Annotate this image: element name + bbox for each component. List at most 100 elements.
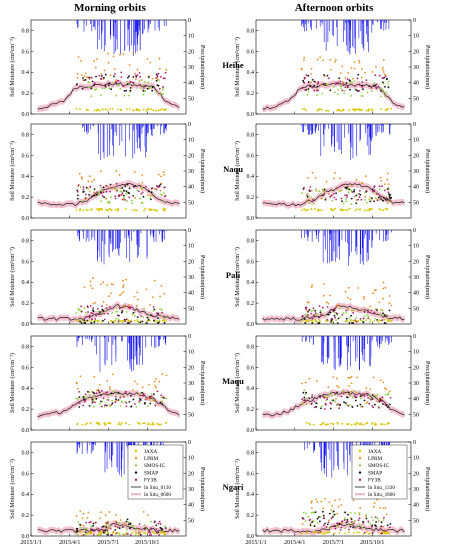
precip-tick-label: 0 <box>413 18 416 24</box>
point-smap <box>381 199 384 202</box>
point-smap <box>309 85 311 88</box>
point-lprm <box>339 177 341 180</box>
point-fy3b <box>361 85 363 88</box>
point-fy3b <box>339 80 342 83</box>
point-smap <box>313 84 315 87</box>
point-lprm <box>358 513 361 516</box>
point-jaxa <box>369 318 372 321</box>
point-smap <box>76 529 78 532</box>
point-smap <box>389 523 392 525</box>
ytick-label: 0.0 <box>22 216 30 222</box>
point-smos-ic <box>344 517 346 519</box>
point-lprm <box>106 185 109 188</box>
point-fy3b <box>353 394 356 397</box>
point-smos-ic <box>140 87 143 90</box>
point-fy3b <box>157 522 160 525</box>
point-lprm <box>153 187 156 190</box>
precip-tick-label: 0 <box>413 228 416 234</box>
point-smos-ic <box>150 520 152 523</box>
point-jaxa <box>381 423 384 425</box>
point-fy3b <box>105 391 108 394</box>
point-smap <box>125 190 128 193</box>
point-lprm <box>390 304 393 307</box>
point-lprm <box>339 304 342 307</box>
point-smap <box>95 193 98 196</box>
point-smap <box>144 85 147 87</box>
point-jaxa <box>106 209 108 211</box>
point-smos-ic <box>111 81 114 84</box>
point-smos-ic <box>360 523 363 526</box>
point-fy3b <box>304 89 307 91</box>
precip-tick-label: 10 <box>188 456 194 462</box>
point-smos-ic <box>120 400 123 403</box>
point-smap <box>147 190 150 193</box>
point-jaxa <box>352 319 355 322</box>
point-lprm <box>373 505 375 508</box>
point-jaxa <box>370 108 373 111</box>
point-fy3b <box>131 81 134 84</box>
point-fy3b <box>110 403 113 406</box>
point-smos-ic <box>161 308 163 311</box>
point-jaxa <box>355 108 358 111</box>
ytick-label: 0.4 <box>247 386 255 392</box>
point-smos-ic <box>337 93 339 95</box>
point-jaxa <box>355 421 358 424</box>
legend-label: JAXA <box>144 449 158 455</box>
precip-tick-label: 30 <box>413 169 419 175</box>
point-fy3b <box>329 401 332 404</box>
point-fy3b <box>158 185 161 188</box>
point-lprm <box>79 510 82 512</box>
point-fy3b <box>367 317 370 320</box>
point-lprm <box>151 296 154 298</box>
point-fy3b <box>341 184 344 186</box>
point-smos-ic <box>312 309 314 312</box>
point-smos-ic <box>332 86 335 88</box>
point-smos-ic <box>302 511 305 514</box>
point-fy3b <box>365 189 368 192</box>
point-jaxa <box>321 109 323 111</box>
point-jaxa <box>353 109 356 112</box>
point-lprm <box>327 386 330 389</box>
point-lprm <box>142 511 145 513</box>
point-fy3b <box>155 528 158 531</box>
precip-tick-label: 50 <box>188 518 194 524</box>
point-lprm <box>122 284 125 287</box>
point-smos-ic <box>108 201 111 204</box>
point-fy3b <box>137 190 140 193</box>
point-lprm <box>108 386 111 389</box>
point-smos-ic <box>134 528 137 531</box>
point-lprm <box>136 383 139 385</box>
point-fy3b <box>155 77 158 79</box>
point-smos-ic <box>162 93 165 96</box>
point-fy3b <box>158 520 161 523</box>
point-fy3b <box>324 408 326 410</box>
point-lprm <box>111 373 114 376</box>
point-smap <box>113 75 115 78</box>
point-lprm <box>363 297 365 300</box>
point-jaxa <box>103 423 106 426</box>
ytick-label: 0.8 <box>247 238 255 244</box>
point-fy3b <box>341 520 344 523</box>
ytick-label: 0.0 <box>247 534 255 540</box>
point-lprm <box>145 288 148 291</box>
point-smap <box>344 402 347 404</box>
point-lprm <box>107 52 110 55</box>
point-fy3b <box>107 312 109 315</box>
point-jaxa <box>356 208 359 211</box>
point-smap <box>363 399 366 402</box>
point-jaxa <box>382 209 385 212</box>
point-lprm <box>310 73 312 75</box>
point-lprm <box>137 529 140 531</box>
point-lprm <box>98 517 101 520</box>
point-smap <box>82 396 85 398</box>
point-smos-ic <box>151 194 154 197</box>
ytick-label: 0.2 <box>22 513 30 519</box>
point-lprm <box>119 53 121 56</box>
point-lprm <box>344 290 347 293</box>
legend-box <box>127 444 184 500</box>
point-fy3b <box>346 196 348 198</box>
point-smos-ic <box>371 396 374 398</box>
point-smap <box>387 86 390 88</box>
point-smap <box>147 76 150 78</box>
point-fy3b <box>142 394 145 396</box>
